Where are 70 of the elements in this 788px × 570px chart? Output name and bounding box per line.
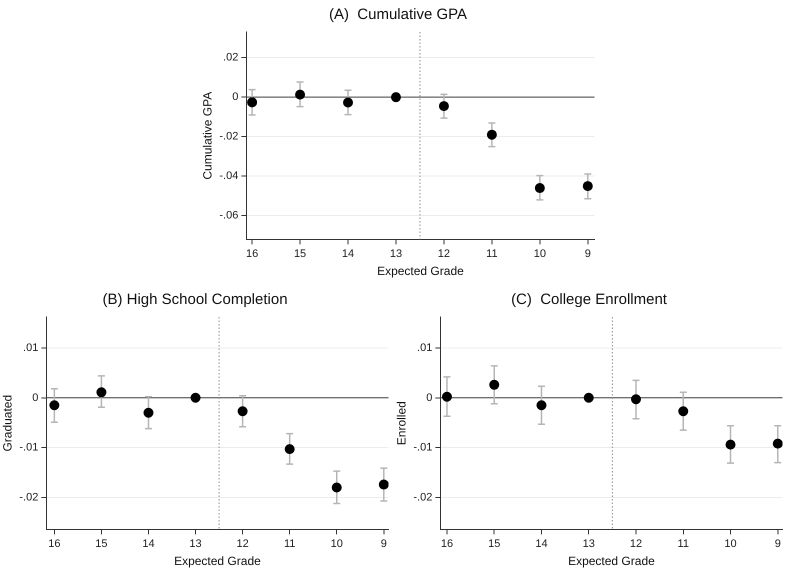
x-tick-label: 13 — [582, 538, 595, 550]
y-tick-label: -.01 — [413, 442, 432, 454]
point — [772, 438, 782, 449]
y-tick-label: -.02 — [19, 492, 38, 504]
point — [582, 181, 593, 192]
chart-title: (C) College Enrollment — [511, 291, 668, 308]
x-tick-label: 11 — [678, 538, 689, 550]
point — [584, 392, 594, 403]
point — [534, 183, 545, 194]
x-tick-label: 14 — [342, 248, 354, 260]
y-tick-label: 0 — [32, 392, 38, 404]
y-axis-title: Cumulative GPA — [200, 92, 215, 180]
x-tick-label: 12 — [236, 538, 249, 550]
y-tick-label: -.04 — [219, 170, 238, 182]
point — [332, 482, 342, 493]
y-tick-label: 0 — [426, 392, 432, 404]
x-tick-label: 10 — [534, 248, 546, 260]
y-tick-label: 0 — [232, 91, 238, 104]
x-tick-label: 11 — [486, 248, 498, 260]
point — [489, 380, 500, 390]
x-tick-label: 16 — [48, 538, 60, 550]
point — [247, 97, 258, 108]
x-tick-label: 9 — [774, 538, 781, 550]
x-axis-title: Expected Grade — [174, 554, 262, 568]
x-tick-label: 14 — [142, 538, 155, 550]
point — [678, 406, 688, 416]
y-tick-label: -.06 — [219, 210, 238, 222]
point — [190, 392, 201, 403]
y-tick-label: -.01 — [19, 442, 38, 454]
x-tick-label: 9 — [380, 538, 387, 550]
point — [49, 400, 60, 410]
x-tick-label: 11 — [284, 538, 296, 550]
x-tick-label: 12 — [438, 248, 450, 260]
x-tick-label: 15 — [488, 538, 500, 550]
x-tick-label: 12 — [630, 538, 642, 550]
point — [295, 90, 306, 100]
y-tick-label: .01 — [23, 342, 38, 354]
point — [390, 92, 401, 102]
x-tick-label: 9 — [584, 248, 591, 260]
point — [238, 406, 248, 416]
x-tick-label: 15 — [294, 248, 306, 260]
x-tick-label: 13 — [390, 248, 402, 260]
x-tick-label: 16 — [440, 538, 454, 550]
point — [486, 130, 497, 140]
point — [442, 392, 452, 402]
point — [726, 440, 736, 450]
point — [284, 444, 295, 454]
point — [143, 408, 154, 418]
point — [343, 98, 354, 108]
y-axis-title: Enrolled — [394, 401, 409, 446]
point — [438, 101, 449, 112]
point — [631, 394, 641, 404]
y-tick-label: -.02 — [219, 130, 238, 143]
point — [378, 480, 388, 490]
y-tick-label: .02 — [223, 52, 238, 64]
x-axis-title: Expected Grade — [377, 264, 464, 278]
point — [536, 400, 546, 410]
y-axis-title: Graduated — [0, 394, 15, 452]
y-tick-label: -.02 — [413, 492, 432, 504]
point — [96, 387, 106, 398]
x-tick-label: 15 — [95, 538, 108, 550]
x-tick-label: 10 — [330, 538, 343, 550]
chart-title: (B) High School Completion — [102, 291, 288, 308]
chart-title: (A) Cumulative GPA — [328, 6, 468, 24]
x-tick-label: 16 — [246, 248, 258, 260]
x-tick-label: 10 — [724, 538, 737, 550]
y-tick-label: .01 — [417, 342, 432, 354]
x-axis-title: Expected Grade — [568, 554, 656, 568]
x-tick-label: 13 — [189, 538, 202, 550]
x-tick-label: 14 — [535, 538, 548, 550]
